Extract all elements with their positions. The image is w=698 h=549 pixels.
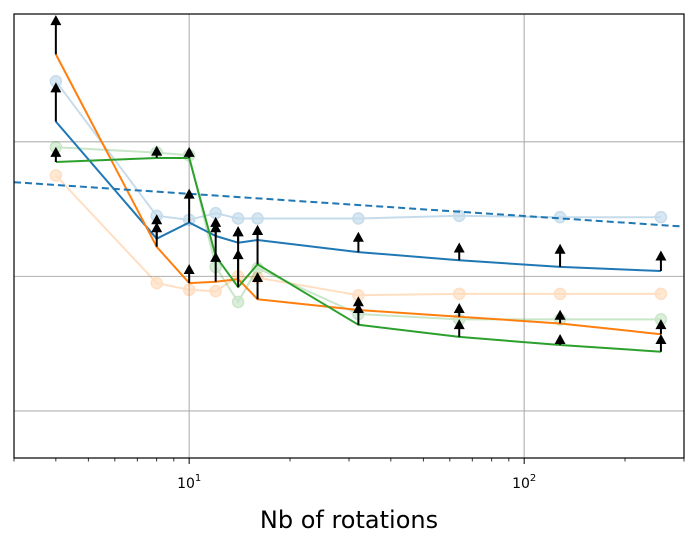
arrow — [210, 251, 222, 262]
arrow-head — [210, 251, 222, 262]
arrow — [352, 231, 364, 253]
arrow-head — [210, 222, 222, 233]
arrow-head — [183, 263, 195, 274]
arrow-layer — [50, 15, 667, 352]
arrow — [554, 243, 566, 267]
arrow-head — [50, 15, 62, 26]
arrow — [50, 15, 62, 55]
arrow-head — [352, 296, 364, 307]
arrow — [453, 319, 465, 337]
arrow-head — [554, 333, 566, 344]
arrow-head — [453, 303, 465, 313]
arrow — [252, 224, 264, 265]
arrow — [50, 146, 62, 162]
data-point — [654, 210, 668, 224]
data-point — [452, 209, 466, 223]
series-blue — [55, 120, 661, 272]
series-layer — [13, 53, 685, 353]
plot-frame — [13, 13, 685, 459]
data-point — [452, 287, 466, 301]
arrow — [252, 272, 264, 300]
arrow-head — [554, 309, 566, 320]
arrow-head — [352, 303, 364, 313]
arrow-head — [655, 319, 667, 330]
arrow-head — [210, 216, 222, 227]
data-point — [49, 169, 63, 182]
series-line — [55, 80, 661, 221]
arrow-head — [453, 242, 465, 253]
data-point — [654, 287, 668, 301]
arrow-head — [183, 146, 195, 157]
x-tick-label: 102 — [512, 473, 536, 492]
arrow-head — [252, 272, 264, 283]
arrow-head — [232, 249, 244, 260]
arrow — [554, 333, 566, 345]
arrow — [183, 146, 195, 158]
arrow-head — [50, 82, 62, 93]
arrow — [655, 333, 667, 352]
arrow-head — [151, 214, 163, 225]
arrow-head — [655, 250, 667, 261]
x-axis-ticks: 101 102 — [177, 458, 536, 492]
arrow-head — [352, 231, 364, 242]
data-point — [231, 212, 245, 225]
data-point — [150, 276, 163, 290]
x-tick-label: 101 — [177, 473, 201, 492]
arrow — [151, 145, 163, 158]
arrow-head — [252, 224, 264, 235]
series-green — [55, 157, 661, 353]
arrow-head — [50, 146, 62, 157]
arrow — [655, 319, 667, 335]
data-point — [231, 295, 245, 309]
arrow — [183, 263, 195, 284]
arrow-head — [554, 243, 566, 254]
data-point — [209, 284, 222, 298]
arrow-head — [151, 222, 163, 233]
arrow-head — [655, 333, 667, 344]
grid-layer — [14, 14, 684, 458]
arrow — [352, 303, 364, 325]
arrow-head — [183, 188, 195, 199]
arrow-head — [151, 145, 163, 156]
x-axis-label: Nb of rotations — [260, 506, 438, 534]
arrow — [232, 249, 244, 288]
arrow-head — [232, 226, 244, 237]
arrow — [554, 309, 566, 324]
arrow — [655, 250, 667, 271]
arrow — [151, 222, 163, 247]
arrow — [453, 242, 465, 261]
data-point — [553, 287, 567, 301]
arrow — [183, 188, 195, 223]
series-blue-faded — [49, 75, 668, 227]
data-point — [352, 212, 365, 225]
series-reference — [13, 181, 685, 228]
arrow — [453, 303, 465, 317]
series-orange — [55, 53, 662, 336]
data-point — [251, 212, 264, 225]
data-point — [182, 283, 196, 297]
arrow-head — [453, 319, 465, 330]
arrow — [50, 82, 62, 122]
